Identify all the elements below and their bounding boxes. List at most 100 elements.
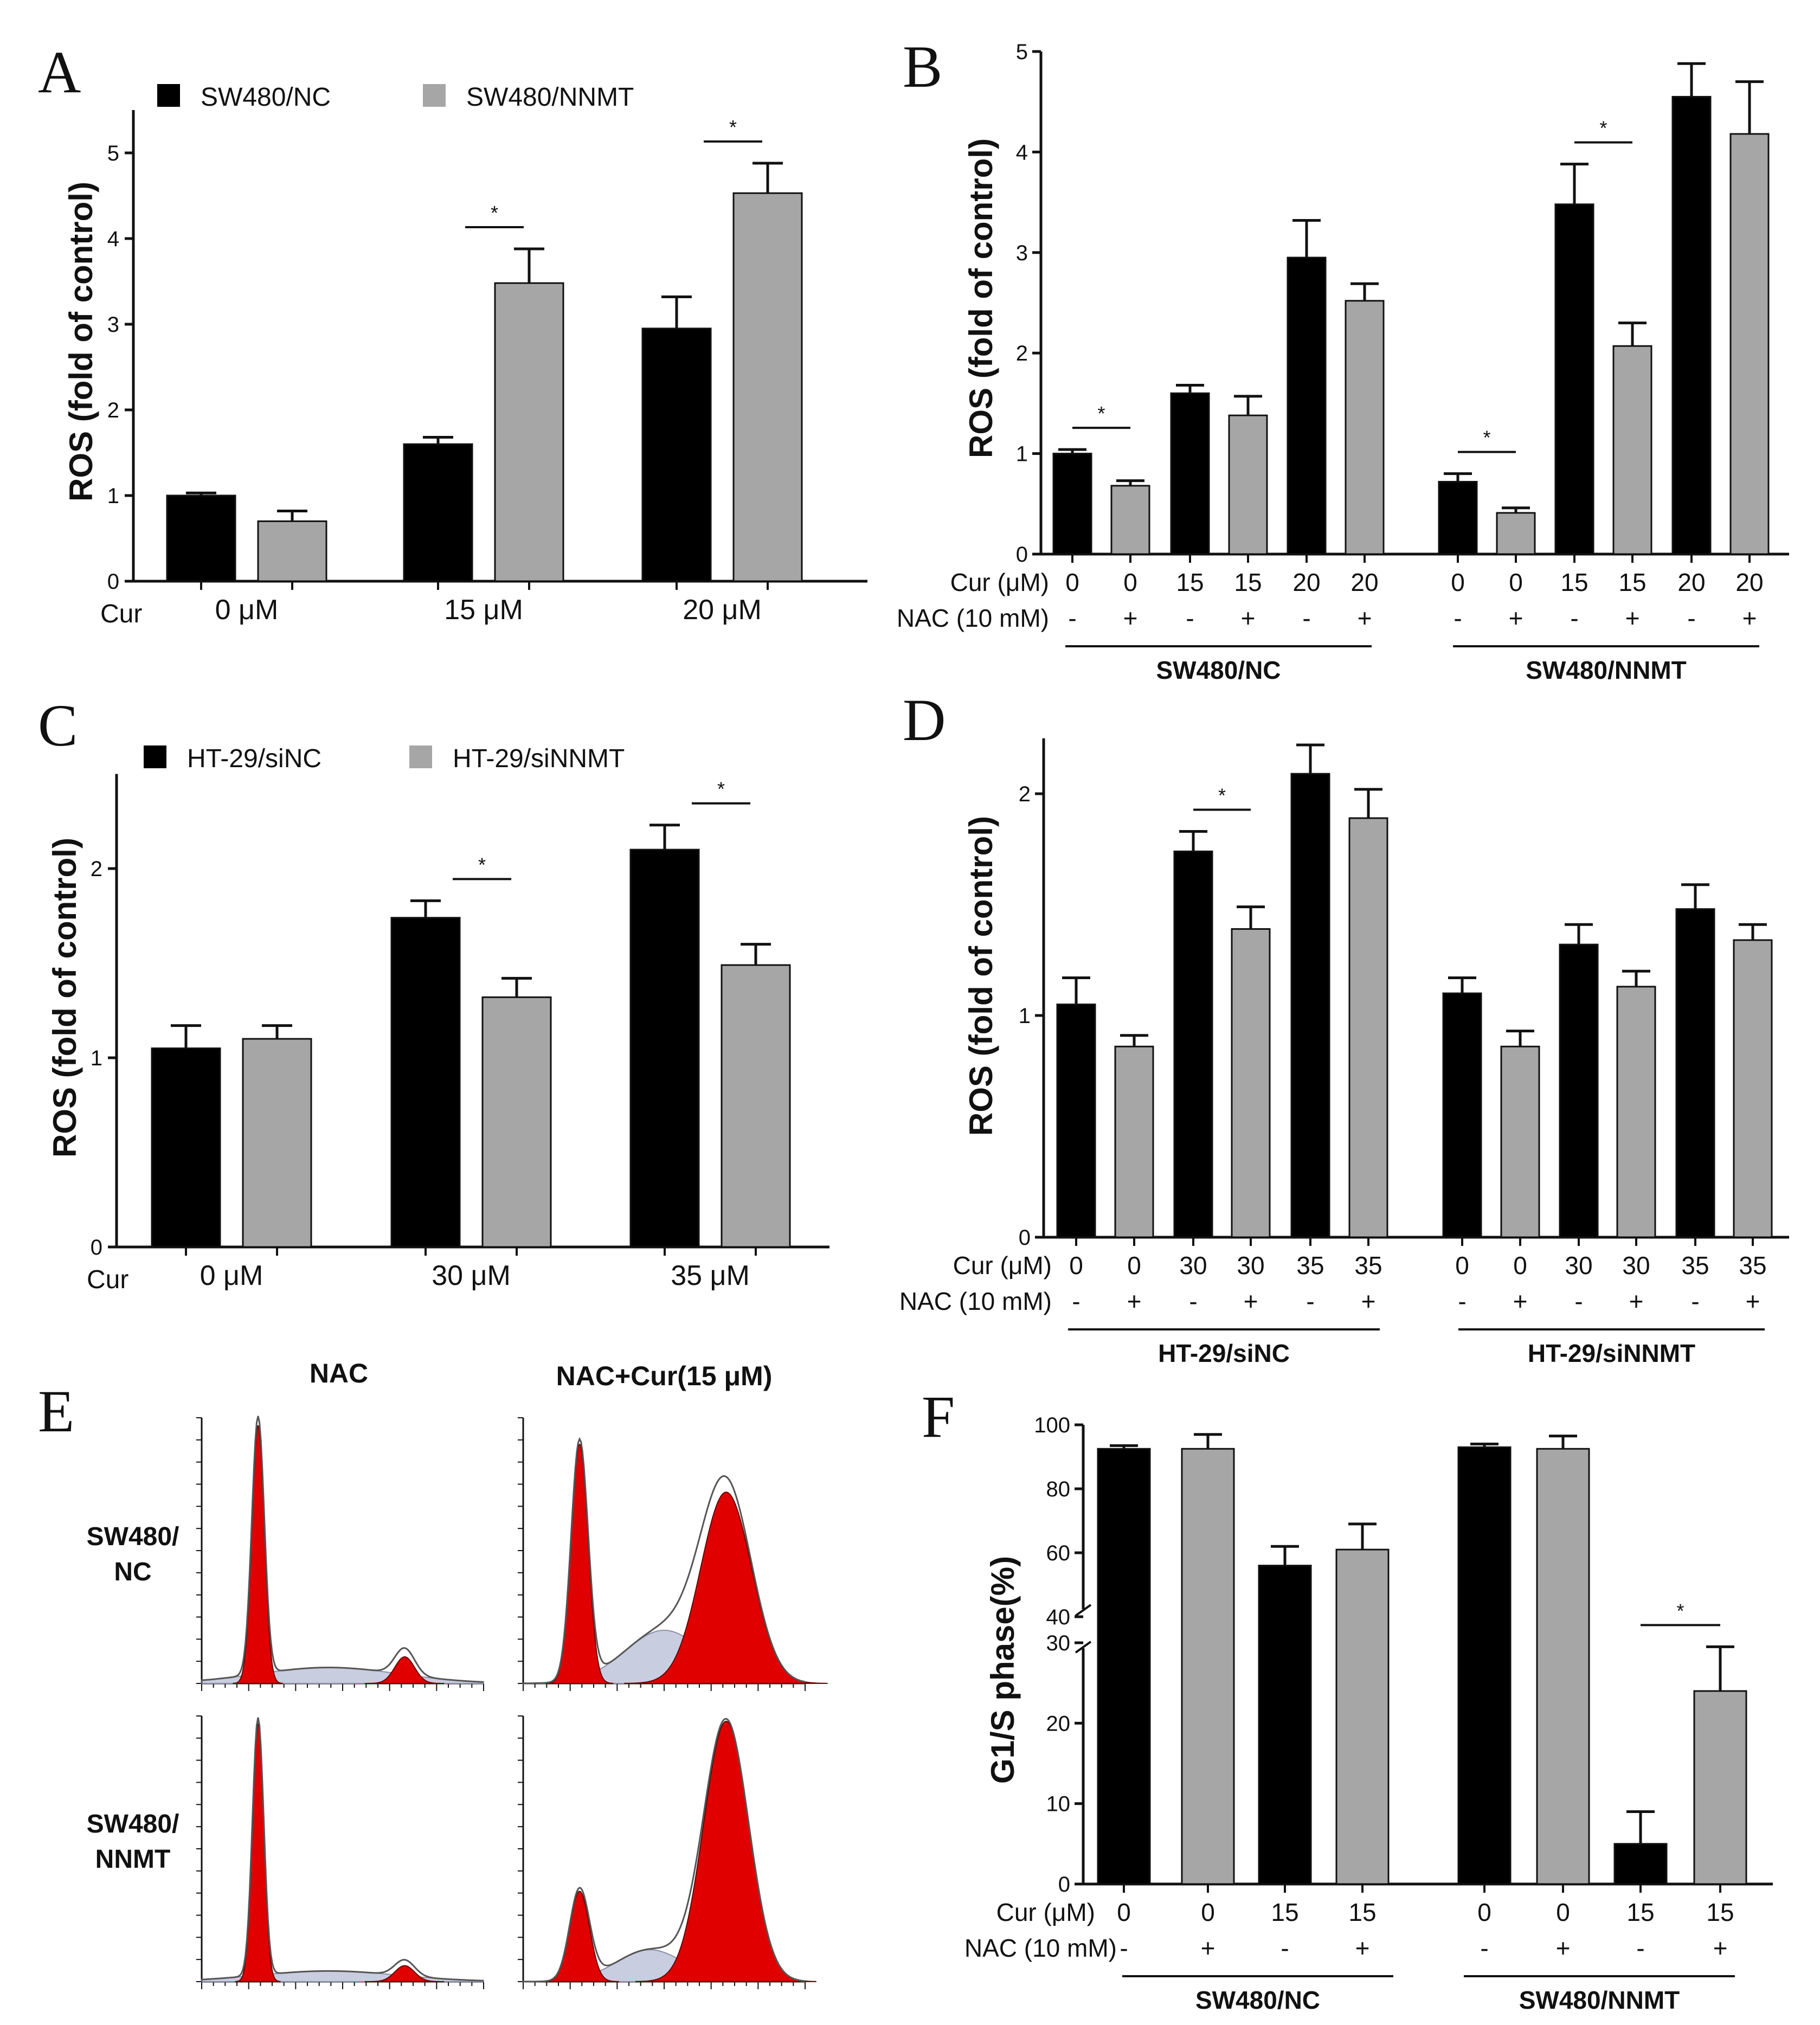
bar bbox=[166, 494, 236, 582]
bar bbox=[1181, 1448, 1235, 1885]
category-label: 0 μM bbox=[215, 594, 279, 626]
cur-value: 20 bbox=[1677, 568, 1705, 596]
nac-value: - bbox=[1636, 1934, 1644, 1962]
cur-value: 15 bbox=[1626, 1898, 1654, 1926]
category-label: 30 μM bbox=[432, 1260, 511, 1291]
cur-value: 0 bbox=[1451, 568, 1465, 596]
y-tick-label: 0 bbox=[1016, 543, 1028, 567]
bar bbox=[1693, 1690, 1747, 1885]
cur-value: 30 bbox=[1622, 1251, 1650, 1280]
histogram-sw480-nc-nac-cur bbox=[518, 1417, 828, 1691]
bar bbox=[1457, 1446, 1512, 1885]
y-tick-label: 1 bbox=[107, 484, 119, 508]
bar bbox=[494, 282, 564, 582]
chart-panel-B: B ROS (fold of control) 0 1 2 3 4 5 0 - 0 +15 - 15 +20… bbox=[897, 34, 1789, 684]
nac-value: - bbox=[1480, 1934, 1488, 1962]
bar bbox=[1729, 133, 1770, 555]
row-label-cur: Cur (μM) bbox=[950, 568, 1049, 596]
group-label: HT-29/siNC bbox=[1158, 1339, 1290, 1367]
y-axis-label: G1/S phase(%) bbox=[985, 1556, 1021, 1784]
bar bbox=[1228, 414, 1268, 555]
group-label: SW480/NC bbox=[1156, 656, 1281, 684]
chart-panel-A: A ROS (fold of control) 0 1 2 3 4 5 SW480/NC SW48… bbox=[38, 39, 867, 628]
panel-letter: D bbox=[903, 687, 946, 753]
nac-value: - bbox=[1302, 604, 1310, 632]
category-label: 35 μM bbox=[671, 1260, 750, 1291]
y-tick-label: 1 bbox=[91, 1046, 102, 1070]
significance-star: * bbox=[717, 778, 725, 800]
cur-value: 0 bbox=[1123, 568, 1137, 596]
bar bbox=[1110, 485, 1150, 555]
significance-star: * bbox=[1676, 1599, 1684, 1622]
cur-value: 15 bbox=[1176, 568, 1204, 596]
significance-star: * bbox=[1218, 785, 1226, 807]
row-label-nac: NAC (10 mM) bbox=[899, 1287, 1052, 1315]
bar bbox=[481, 996, 552, 1248]
histogram-sw480-nnmt-nac-cur bbox=[518, 1715, 816, 1989]
hist-peak bbox=[364, 1656, 445, 1685]
cur-value: 15 bbox=[1234, 568, 1262, 596]
cur-value: 0 bbox=[1477, 1898, 1491, 1926]
bar bbox=[732, 192, 803, 582]
y-axis-label: ROS (fold of control) bbox=[963, 816, 999, 1136]
axis-break-mark bbox=[1075, 1641, 1092, 1654]
bar bbox=[257, 520, 327, 582]
significance-star: * bbox=[729, 116, 737, 138]
legend-label: HT-29/siNC bbox=[187, 744, 321, 773]
group-label: SW480/NC bbox=[1195, 1986, 1320, 2014]
legend-swatch bbox=[423, 84, 446, 107]
significance-star: * bbox=[491, 202, 498, 224]
y-tick-label: 100 bbox=[1034, 1413, 1070, 1437]
y-tick-label: 40 bbox=[1046, 1605, 1071, 1629]
hist-outline bbox=[201, 1717, 484, 1982]
bar bbox=[403, 443, 473, 582]
nac-value: + bbox=[1556, 1934, 1571, 1962]
nac-value: - bbox=[1189, 1287, 1197, 1315]
bar bbox=[1348, 817, 1388, 1238]
significance-star: * bbox=[1097, 402, 1105, 425]
panel-letter: B bbox=[903, 34, 942, 100]
y-tick-label: 3 bbox=[107, 313, 119, 337]
nac-value: + bbox=[1241, 604, 1256, 632]
bar bbox=[1258, 1565, 1312, 1885]
cur-value: 20 bbox=[1350, 568, 1378, 596]
hist-peak bbox=[235, 1723, 281, 1983]
histogram-sw480-nc-nac bbox=[196, 1416, 484, 1691]
bar bbox=[1438, 481, 1478, 555]
nac-value: - bbox=[1570, 604, 1578, 632]
bar bbox=[1170, 392, 1210, 555]
nac-value: + bbox=[1742, 604, 1757, 632]
nac-value: - bbox=[1120, 1934, 1128, 1962]
y-tick-label: 4 bbox=[107, 227, 119, 251]
bar bbox=[390, 917, 461, 1248]
y-tick-label: 2 bbox=[107, 398, 119, 422]
cur-value: 35 bbox=[1681, 1251, 1709, 1280]
y-tick-label: 3 bbox=[1016, 241, 1028, 265]
nac-value: + bbox=[1127, 1287, 1142, 1315]
row-label: SW480/ bbox=[87, 1522, 179, 1551]
nac-value: - bbox=[1068, 604, 1076, 632]
nac-value: + bbox=[1361, 1287, 1376, 1315]
hist-outline bbox=[201, 1416, 484, 1683]
nac-value: + bbox=[1625, 604, 1640, 632]
cur-value: 0 bbox=[1513, 1251, 1527, 1280]
nac-value: - bbox=[1186, 604, 1194, 632]
nac-value: + bbox=[1123, 604, 1138, 632]
chart-panel-D: D ROS (fold of control) 0 1 2 0 - 0 +30 - 30 +35 - 35… bbox=[899, 687, 1789, 1367]
chart-panel-C: C ROS (fold of control) 0 1 2 HT-29/siNC HT-29… bbox=[38, 692, 829, 1294]
y-tick-label: 5 bbox=[1016, 40, 1028, 64]
bar bbox=[1056, 1004, 1096, 1238]
bar bbox=[1500, 1045, 1540, 1238]
row-label: Cur bbox=[100, 600, 142, 628]
bar bbox=[1496, 512, 1536, 555]
cur-value: 15 bbox=[1560, 568, 1588, 596]
column-label: NAC+Cur(15 μM) bbox=[556, 1361, 773, 1391]
cur-value: 0 bbox=[1455, 1251, 1469, 1280]
group-label: SW480/NNMT bbox=[1526, 656, 1686, 684]
bar bbox=[1052, 453, 1092, 555]
legend-label: SW480/NNMT bbox=[466, 83, 634, 112]
cur-value: 30 bbox=[1237, 1251, 1264, 1280]
panel-E-histograms: E NAC NAC+Cur(15 μM) SW480/NC SW480/NNMT bbox=[38, 1358, 828, 1989]
bar bbox=[242, 1038, 312, 1248]
significance-star: * bbox=[1599, 117, 1607, 139]
